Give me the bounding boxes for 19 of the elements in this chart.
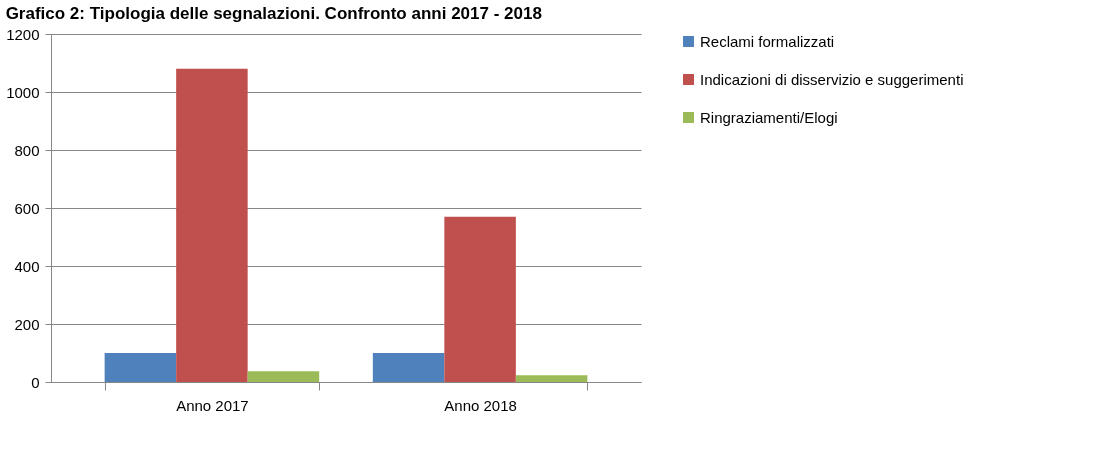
y-tick-label: 1200 <box>6 25 40 43</box>
legend-label: Ringraziamenti/Elogi <box>700 108 838 126</box>
bar <box>444 216 516 382</box>
x-tick-label: Anno 2018 <box>444 396 517 414</box>
y-tick-label: 200 <box>14 315 40 333</box>
y-tick-label: 400 <box>14 257 40 275</box>
y-tick-label: 1000 <box>6 83 40 101</box>
legend-label: Indicazioni di disservizio e suggerimenti <box>700 70 964 88</box>
bar <box>247 371 320 382</box>
bar <box>372 353 445 382</box>
bar <box>104 353 177 382</box>
legend-label: Reclami formalizzati <box>700 32 835 50</box>
y-tick-label: 600 <box>14 199 40 217</box>
y-tick-label: 0 <box>31 373 40 391</box>
x-tick-label: Anno 2017 <box>176 396 249 414</box>
y-tick-label: 800 <box>14 141 40 159</box>
bar <box>176 68 248 382</box>
chart-title: Grafico 2: Tipologia delle segnalazioni. Confronto anni 2017 - 2018 <box>5 4 542 23</box>
bar <box>515 375 588 382</box>
